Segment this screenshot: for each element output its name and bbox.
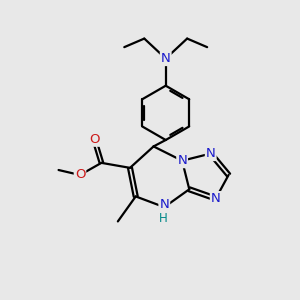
Text: N: N <box>211 192 220 205</box>
Text: H: H <box>158 212 167 225</box>
Text: O: O <box>75 169 85 182</box>
Text: N: N <box>177 154 187 167</box>
Text: N: N <box>206 147 216 160</box>
Text: N: N <box>161 52 171 65</box>
Text: O: O <box>89 133 100 146</box>
Text: N: N <box>159 199 169 212</box>
